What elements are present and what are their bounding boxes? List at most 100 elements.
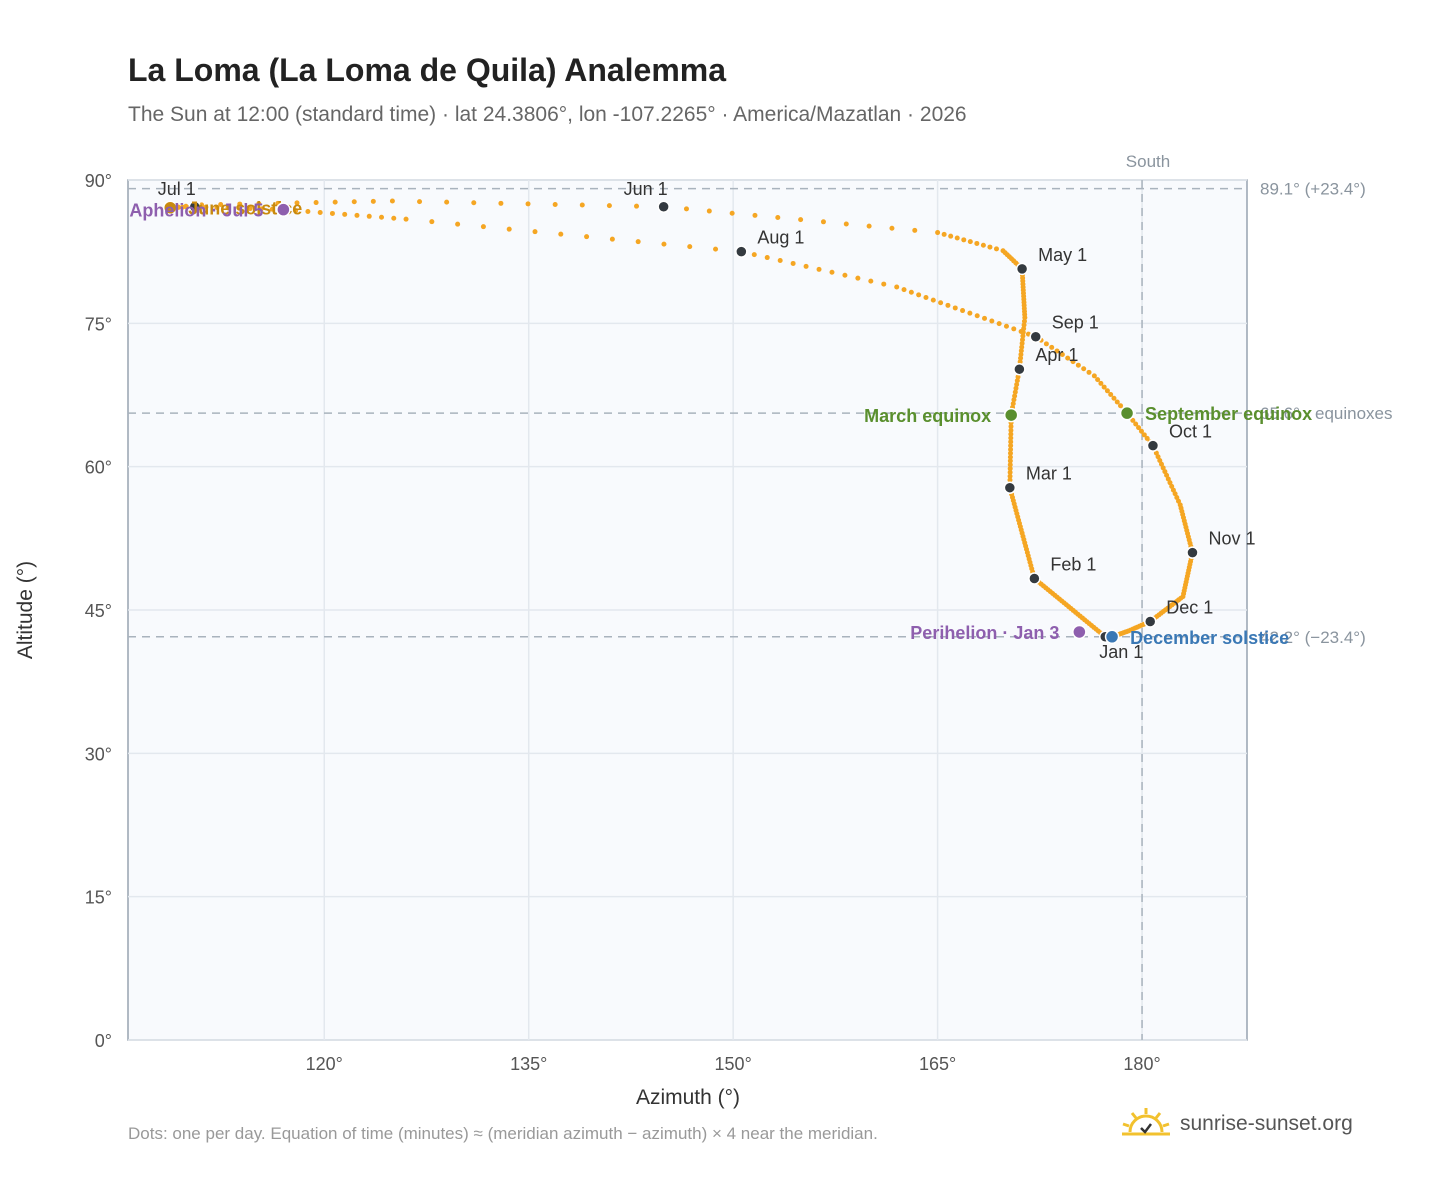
- event-marker: [1003, 407, 1019, 423]
- day-dot: [225, 205, 231, 211]
- day-dot: [881, 281, 887, 287]
- footnote: Dots: one per day. Equation of time (min…: [128, 1124, 878, 1143]
- day-dot: [391, 215, 397, 221]
- day-dot: [842, 272, 848, 278]
- day-dot: [294, 200, 300, 206]
- day-dot: [982, 315, 988, 321]
- day-dot: [1010, 401, 1016, 407]
- day-dot: [455, 221, 461, 227]
- brand-logo[interactable]: sunrise-sunset.org: [1120, 1104, 1353, 1144]
- day-dot: [403, 216, 409, 222]
- day-dot: [558, 231, 564, 237]
- day-dot: [1091, 373, 1097, 379]
- day-dot: [967, 239, 973, 245]
- day-dot: [180, 204, 186, 210]
- reference-line-label: 89.1° (+23.4°): [1260, 180, 1366, 199]
- day-dot: [798, 217, 804, 223]
- day-dot: [1059, 352, 1065, 358]
- day-dot: [974, 240, 980, 246]
- day-dot: [996, 321, 1002, 327]
- reference-line-label: 42.2° (−23.4°): [1260, 628, 1366, 647]
- day-dot: [506, 226, 512, 232]
- day-dot: [1141, 432, 1147, 438]
- day-dot: [203, 204, 209, 210]
- day-dot: [1104, 388, 1110, 394]
- day-dot: [945, 302, 951, 308]
- day-dot: [1021, 322, 1027, 328]
- month-marker: [735, 245, 748, 258]
- day-dot: [1007, 454, 1013, 460]
- day-dot: [389, 198, 395, 204]
- day-dot: [960, 308, 966, 314]
- y-tick-label: 60°: [85, 458, 112, 478]
- day-dot: [948, 233, 954, 239]
- day-dot: [329, 210, 335, 216]
- day-dot: [1014, 378, 1020, 384]
- day-dot: [961, 237, 967, 243]
- day-dot: [1007, 469, 1013, 475]
- day-dot: [1075, 362, 1081, 368]
- event-markers: March equinox September equinox June solst…: [129, 199, 1312, 648]
- y-tick-label: 0°: [95, 1031, 112, 1051]
- day-dot: [1108, 392, 1114, 398]
- day-dot: [342, 211, 348, 217]
- day-dot: [379, 214, 385, 220]
- day-dot: [354, 212, 360, 218]
- day-dot: [967, 310, 973, 316]
- event-marker: [163, 200, 178, 215]
- month-marker: [1143, 615, 1157, 628]
- event-label: December solstice: [1130, 628, 1289, 648]
- day-dot: [1019, 344, 1025, 350]
- day-dot: [938, 300, 944, 306]
- day-dot: [214, 204, 220, 210]
- month-marker: [188, 200, 202, 214]
- day-dot: [1070, 359, 1076, 365]
- day-dot: [866, 223, 872, 229]
- y-tick-label: 15°: [85, 888, 112, 908]
- day-dot: [1014, 381, 1020, 387]
- day-dot: [1008, 435, 1014, 441]
- event-marker: [276, 202, 291, 217]
- day-dot: [1008, 446, 1014, 452]
- day-dot: [256, 201, 262, 207]
- day-dot: [1007, 466, 1013, 472]
- day-dot: [552, 201, 558, 207]
- day-dot: [444, 199, 450, 205]
- event-marker: [1072, 624, 1087, 640]
- day-dot: [1136, 425, 1142, 431]
- day-dot: [843, 221, 849, 227]
- month-markers: Jan 1 Feb 1 Mar 1 Apr 1 May 1 Jun 1 Jul 1 Aug 1…: [158, 179, 1256, 662]
- day-dot: [1018, 355, 1024, 361]
- day-dot: [1043, 341, 1049, 347]
- month-marker: [1013, 362, 1026, 376]
- month-marker: [657, 200, 670, 214]
- day-dot: [706, 208, 712, 214]
- x-tick-label: 135°: [510, 1054, 547, 1074]
- month-marker: [1028, 572, 1041, 585]
- day-dot: [1098, 380, 1104, 386]
- day-dot: [908, 289, 914, 295]
- event-label: Aphelion · Jul 5: [129, 201, 263, 221]
- day-dot: [687, 244, 693, 250]
- day-dot: [332, 199, 338, 205]
- day-dot: [1000, 248, 1006, 254]
- day-dot: [269, 206, 275, 212]
- day-dot: [1012, 393, 1018, 399]
- day-dot: [471, 200, 477, 206]
- event-label: June solstice: [188, 199, 302, 219]
- day-dot: [1007, 450, 1013, 456]
- day-dot: [661, 241, 667, 247]
- month-label: Mar 1: [1026, 464, 1072, 484]
- day-dot: [816, 266, 822, 272]
- day-dot: [370, 198, 376, 204]
- month-label: Sep 1: [1052, 313, 1099, 333]
- day-dot: [974, 313, 980, 319]
- y-tick-label: 30°: [85, 744, 112, 764]
- event-label: March equinox: [864, 406, 991, 426]
- day-dot: [935, 230, 941, 236]
- day-dot: [930, 297, 936, 303]
- day-dot: [952, 305, 958, 311]
- day-dot: [1086, 369, 1092, 375]
- month-marker: [1015, 262, 1029, 276]
- day-dot: [683, 206, 689, 212]
